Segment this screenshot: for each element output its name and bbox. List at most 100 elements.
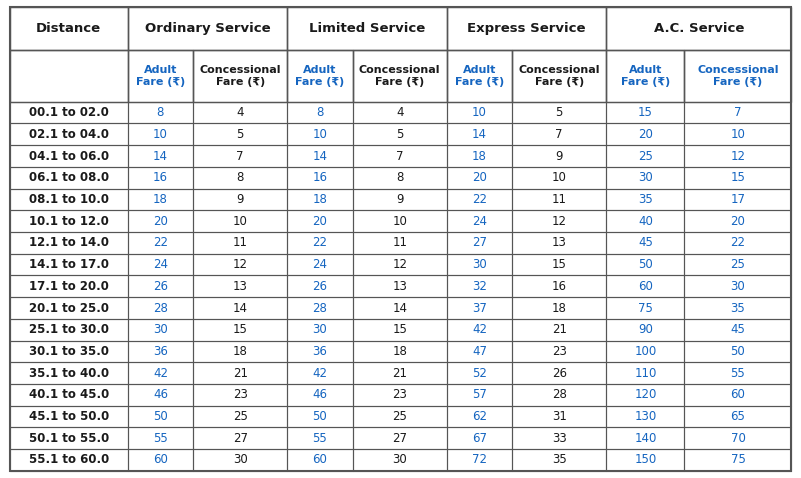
Bar	[352, 123, 447, 145]
Bar	[10, 254, 127, 275]
Text: 10: 10	[153, 128, 168, 141]
Text: 27: 27	[472, 237, 487, 250]
Bar	[447, 102, 512, 123]
Text: 8: 8	[396, 171, 404, 184]
Text: 67: 67	[472, 432, 487, 445]
Bar	[606, 449, 685, 471]
Text: 13: 13	[392, 280, 407, 293]
Text: 18: 18	[153, 193, 168, 206]
Bar	[10, 232, 127, 254]
Bar	[606, 362, 685, 384]
Bar	[685, 232, 791, 254]
Bar	[685, 254, 791, 275]
Bar	[288, 297, 352, 319]
Bar	[127, 406, 193, 427]
Text: 18: 18	[312, 193, 328, 206]
Text: 11: 11	[232, 237, 248, 250]
Text: Concessional
Fare (₹): Concessional Fare (₹)	[697, 65, 779, 87]
Text: 32: 32	[472, 280, 487, 293]
Text: 47: 47	[472, 345, 487, 358]
Bar	[10, 50, 127, 102]
Text: 55: 55	[312, 432, 328, 445]
Bar	[193, 232, 288, 254]
Bar	[512, 362, 606, 384]
Text: 8: 8	[236, 171, 244, 184]
Text: 8: 8	[157, 106, 164, 119]
Text: 23: 23	[552, 345, 566, 358]
Bar	[127, 232, 193, 254]
Bar	[447, 340, 512, 362]
Text: Adult
Fare (₹): Adult Fare (₹)	[455, 65, 504, 87]
Text: 37: 37	[472, 302, 487, 315]
Bar	[512, 102, 606, 123]
Bar	[512, 449, 606, 471]
Bar	[10, 210, 127, 232]
Text: 16: 16	[312, 171, 328, 184]
Bar	[606, 123, 685, 145]
Bar	[193, 189, 288, 210]
Text: 31: 31	[552, 410, 566, 423]
Bar	[288, 189, 352, 210]
Bar	[685, 50, 791, 102]
Bar	[193, 427, 288, 449]
Text: 15: 15	[731, 171, 746, 184]
Text: 60: 60	[153, 454, 168, 467]
Text: 27: 27	[232, 432, 248, 445]
Bar	[606, 319, 685, 340]
Bar	[288, 102, 352, 123]
Text: 10: 10	[731, 128, 746, 141]
Bar	[127, 254, 193, 275]
Text: 28: 28	[312, 302, 328, 315]
Text: 02.1 to 04.0: 02.1 to 04.0	[29, 128, 109, 141]
Bar	[685, 384, 791, 406]
Bar	[127, 189, 193, 210]
Bar	[447, 145, 512, 167]
Bar	[606, 254, 685, 275]
Text: Adult
Fare (₹): Adult Fare (₹)	[621, 65, 670, 87]
Text: 110: 110	[634, 367, 657, 380]
Bar	[10, 384, 127, 406]
Bar	[10, 406, 127, 427]
Bar	[512, 427, 606, 449]
Text: 10: 10	[552, 171, 566, 184]
Text: 15: 15	[552, 258, 566, 271]
Bar	[288, 449, 352, 471]
Text: 25: 25	[233, 410, 248, 423]
Text: 8: 8	[316, 106, 324, 119]
Text: 12: 12	[232, 258, 248, 271]
Text: 33: 33	[552, 432, 566, 445]
Bar	[606, 406, 685, 427]
Text: 25: 25	[392, 410, 407, 423]
Text: 15: 15	[392, 323, 407, 336]
Bar	[288, 384, 352, 406]
Text: 52: 52	[472, 367, 487, 380]
Bar	[193, 449, 288, 471]
Text: 55: 55	[153, 432, 167, 445]
Bar	[352, 384, 447, 406]
Bar	[193, 145, 288, 167]
Text: 120: 120	[634, 388, 657, 402]
Bar	[447, 123, 512, 145]
Bar	[685, 145, 791, 167]
Text: 100: 100	[634, 345, 657, 358]
Text: 9: 9	[236, 193, 244, 206]
Text: 5: 5	[556, 106, 563, 119]
Text: 21: 21	[392, 367, 407, 380]
Bar	[447, 7, 606, 50]
Text: 7: 7	[735, 106, 742, 119]
Text: 15: 15	[638, 106, 653, 119]
Bar	[127, 167, 193, 189]
Text: 10.1 to 12.0: 10.1 to 12.0	[29, 215, 109, 228]
Bar	[288, 340, 352, 362]
Bar	[447, 254, 512, 275]
Bar	[447, 297, 512, 319]
Bar	[352, 145, 447, 167]
Text: 5: 5	[396, 128, 404, 141]
Bar	[127, 275, 193, 297]
Text: 40.1 to 45.0: 40.1 to 45.0	[29, 388, 109, 402]
Bar	[127, 123, 193, 145]
Text: 25: 25	[731, 258, 746, 271]
Bar	[512, 210, 606, 232]
Text: 75: 75	[731, 454, 746, 467]
Bar	[288, 427, 352, 449]
